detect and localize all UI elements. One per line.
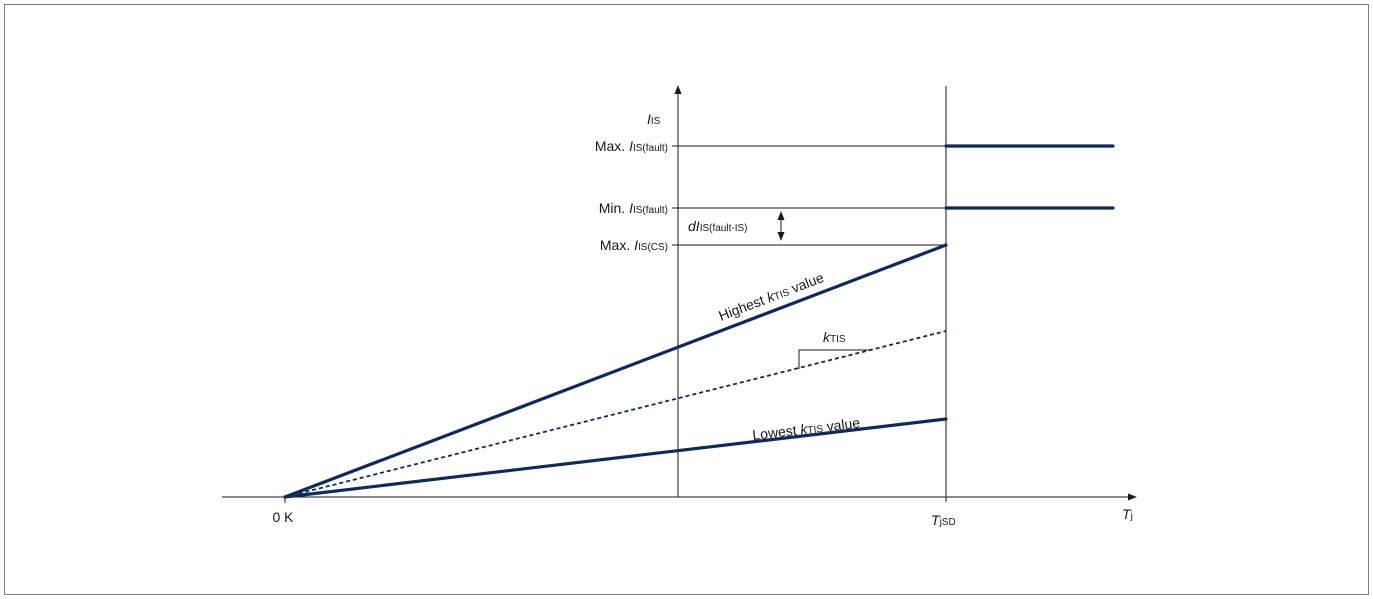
max-cs-label: Max. IIS(CS)	[600, 237, 668, 253]
lowest-k-label: Lowest kTIS value	[751, 414, 861, 443]
tjsd-label: TjSD	[931, 512, 956, 528]
min-fault-label: Min. IIS(fault)	[599, 200, 668, 216]
slope-indicator	[798, 349, 870, 369]
y-axis-label: IIS	[647, 111, 661, 127]
lowest-k-line	[283, 417, 948, 499]
typical-k-line	[284, 330, 947, 498]
highest-k-line	[283, 243, 948, 499]
typical-k-label: kTIS	[823, 329, 846, 345]
max-fault-label: Max. IIS(fault)	[595, 138, 668, 154]
x-axis-label: Tj	[1122, 506, 1133, 522]
delta-label: dIIS(fault-IS)	[688, 218, 747, 234]
diagram-frame	[4, 4, 1369, 595]
origin-label: 0 K	[272, 509, 294, 525]
